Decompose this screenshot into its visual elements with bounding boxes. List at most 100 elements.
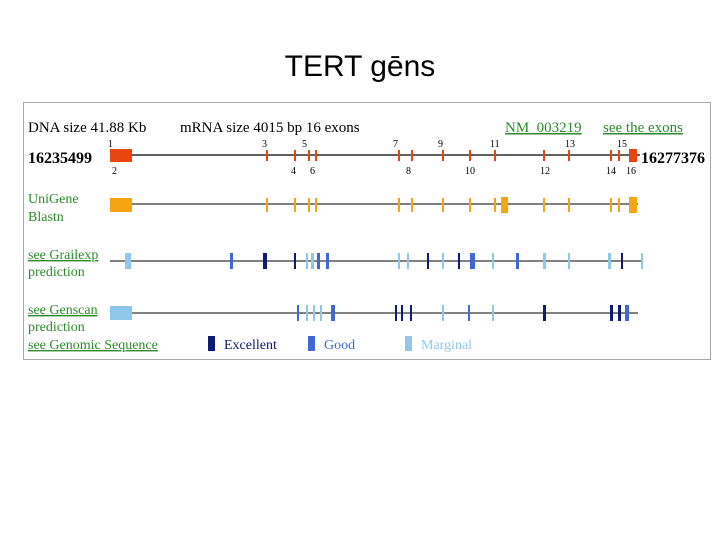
grailexp-mark-marginal bbox=[492, 253, 494, 269]
exon-mark bbox=[610, 150, 612, 161]
legend-excellent-label: Excellent bbox=[224, 338, 277, 353]
genscan-mark-marginal bbox=[442, 305, 444, 321]
exon-mark bbox=[308, 150, 310, 161]
legend-excellent-swatch bbox=[208, 336, 215, 351]
unigene-block-last bbox=[629, 197, 637, 213]
accession-link[interactable]: NM_003219 bbox=[505, 120, 582, 136]
legend-marginal-label: Marginal bbox=[421, 338, 472, 353]
unigene-block-first bbox=[110, 198, 132, 212]
exon-mark bbox=[266, 150, 268, 161]
exon-mark bbox=[618, 150, 620, 161]
exon-mark bbox=[398, 150, 400, 161]
mrna-size-label: mRNA size 4015 bp 16 exons bbox=[180, 120, 360, 136]
exon-number-top: 11 bbox=[490, 139, 500, 150]
unigene-mark bbox=[308, 198, 310, 212]
genscan-mark-excellent bbox=[395, 305, 397, 321]
genscan-mark-good bbox=[331, 305, 335, 321]
exon-mark bbox=[315, 150, 317, 161]
grailexp-mark-marginal bbox=[543, 253, 546, 269]
exon-number-top: 5 bbox=[302, 139, 307, 150]
exon-number-bottom: 8 bbox=[406, 166, 411, 177]
exon-block-last bbox=[629, 149, 637, 162]
genscan-mark-marginal bbox=[313, 305, 315, 321]
grailexp-mark-good bbox=[516, 253, 519, 269]
exon-mark bbox=[294, 150, 296, 161]
unigene-block bbox=[501, 197, 508, 213]
grailexp-mark-excellent bbox=[427, 253, 429, 269]
exon-number-bottom: 16 bbox=[626, 166, 636, 177]
grailexp-mark-marginal bbox=[306, 253, 308, 269]
grailexp-mark-excellent bbox=[263, 253, 267, 269]
exon-number-top: 1 bbox=[108, 139, 113, 150]
exon-number-bottom: 4 bbox=[291, 166, 296, 177]
exon-mark bbox=[494, 150, 496, 161]
see-exons-link[interactable]: see the exons bbox=[603, 120, 683, 136]
gene-map-panel: DNA size 41.88 Kb mRNA size 4015 bp 16 e… bbox=[23, 102, 711, 360]
unigene-label[interactable]: UniGene bbox=[28, 192, 79, 207]
legend-good-swatch bbox=[308, 336, 315, 351]
grailexp-mark-marginal bbox=[407, 253, 409, 269]
genscan-mark-marginal bbox=[492, 305, 494, 321]
unigene-mark bbox=[294, 198, 296, 212]
exon-number-bottom: 12 bbox=[540, 166, 550, 177]
grailexp-mark-good bbox=[230, 253, 233, 269]
genscan-link[interactable]: see Genscan bbox=[28, 303, 98, 318]
grailexp-mark-marginal bbox=[568, 253, 570, 269]
exon-mark bbox=[568, 150, 570, 161]
gene-map: DNA size 41.88 Kb mRNA size 4015 bp 16 e… bbox=[28, 120, 705, 353]
exon-block-first bbox=[110, 149, 132, 162]
exon-mark bbox=[411, 150, 413, 161]
legend-good-label: Good bbox=[324, 338, 355, 353]
end-coordinate: 16277376 bbox=[641, 150, 705, 167]
unigene-mark bbox=[610, 198, 612, 212]
grailexp-link[interactable]: see Grailexp bbox=[28, 248, 98, 263]
blastn-label[interactable]: Blastn bbox=[28, 210, 64, 225]
exon-number-bottom: 2 bbox=[112, 166, 117, 177]
genscan-mark-excellent bbox=[610, 305, 613, 321]
unigene-mark bbox=[494, 198, 496, 212]
exon-number-bottom: 6 bbox=[310, 166, 315, 177]
grailexp-mark-good bbox=[317, 253, 320, 269]
grailexp-prediction-label: prediction bbox=[28, 265, 85, 280]
genomic-sequence-link[interactable]: see Genomic Sequence bbox=[28, 338, 158, 353]
genscan-prediction-label: prediction bbox=[28, 320, 85, 335]
unigene-mark bbox=[543, 198, 545, 212]
grailexp-mark-marginal bbox=[125, 253, 131, 269]
genscan-mark-marginal bbox=[306, 305, 308, 321]
start-coordinate: 16235499 bbox=[28, 150, 92, 167]
exon-number-top: 7 bbox=[393, 139, 398, 150]
genscan-mark-marginal bbox=[320, 305, 322, 321]
slide-title: TERT gēns bbox=[284, 50, 436, 83]
exon-mark bbox=[469, 150, 471, 161]
dna-size-label: DNA size 41.88 Kb bbox=[28, 120, 146, 136]
unigene-mark bbox=[398, 198, 400, 212]
genscan-mark-good bbox=[297, 305, 299, 321]
unigene-mark bbox=[568, 198, 570, 212]
genscan-mark-good bbox=[468, 305, 470, 321]
genscan-block-first bbox=[110, 306, 132, 320]
unigene-mark bbox=[442, 198, 444, 212]
unigene-mark bbox=[469, 198, 471, 212]
grailexp-mark-good bbox=[470, 253, 475, 269]
grailexp-mark-marginal bbox=[311, 253, 314, 269]
exon-number-bottom: 14 bbox=[606, 166, 616, 177]
unigene-mark bbox=[618, 198, 620, 212]
legend-marginal-swatch bbox=[405, 336, 412, 351]
tracks-layer: 1 3 5 7 9 11 13 152 4 6 8 10 12 14 16 bbox=[108, 139, 643, 321]
grailexp-mark-excellent bbox=[621, 253, 623, 269]
genscan-mark-excellent bbox=[618, 305, 621, 321]
grailexp-mark-excellent bbox=[294, 253, 296, 269]
unigene-mark bbox=[315, 198, 317, 212]
grailexp-mark-excellent bbox=[458, 253, 460, 269]
exon-number-top: 9 bbox=[438, 139, 443, 150]
genscan-mark-good bbox=[625, 305, 629, 321]
unigene-mark bbox=[411, 198, 413, 212]
grailexp-mark-good bbox=[326, 253, 329, 269]
grailexp-mark-marginal bbox=[641, 253, 643, 269]
exon-mark bbox=[543, 150, 545, 161]
genscan-mark-excellent bbox=[401, 305, 403, 321]
grailexp-mark-marginal bbox=[398, 253, 400, 269]
exon-number-bottom: 10 bbox=[465, 166, 475, 177]
exon-number-top: 13 bbox=[565, 139, 575, 150]
grailexp-mark-marginal bbox=[608, 253, 611, 269]
